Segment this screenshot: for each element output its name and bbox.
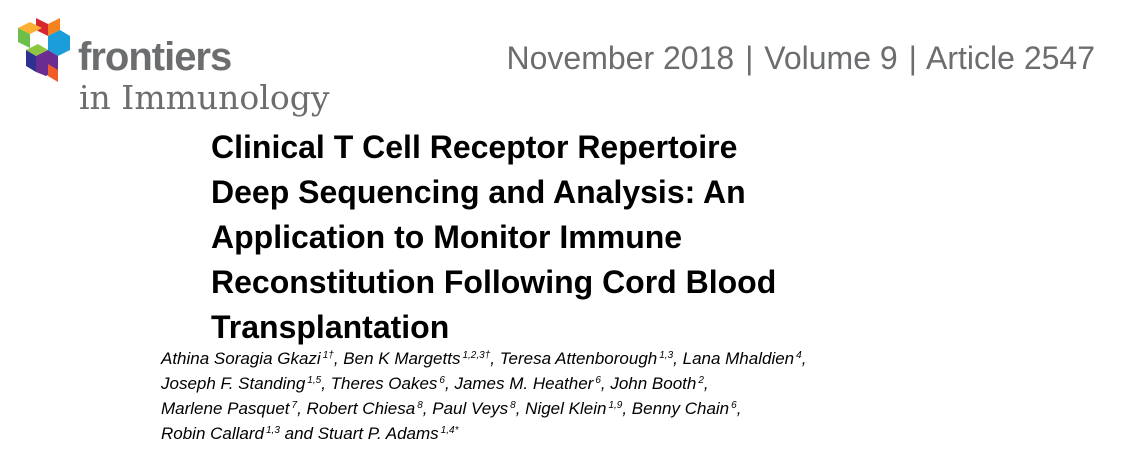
author-affiliation: 1,4*: [440, 425, 459, 436]
author-separator: ,: [622, 399, 632, 418]
author[interactable]: Robert Chiesa 8: [307, 399, 423, 418]
author[interactable]: Joseph F. Standing 1,5: [161, 374, 321, 393]
author-separator: ,: [490, 349, 500, 368]
author-line: Robin Callard 1,3 and Stuart P. Adams 1,4*: [161, 421, 1061, 446]
author-affiliation: 8: [417, 400, 423, 411]
author-separator: ,: [600, 374, 611, 393]
author-name: Teresa Attenborough: [499, 349, 658, 368]
author-name: Benny Chain: [631, 399, 730, 418]
author-name: Nigel Klein: [525, 399, 607, 418]
title-line: Clinical T Cell Receptor Repertoire: [211, 129, 738, 165]
author-affiliation: 1,3: [659, 350, 674, 361]
author-affiliation: 6: [439, 375, 445, 386]
title-line: Application to Monitor Immune: [211, 219, 683, 255]
issue-info: November 2018 | Volume 9 | Article 2547: [506, 38, 1095, 78]
author-name: Lana Mhaldien: [682, 349, 795, 368]
author-name: Athina Soragia Gkazi: [161, 349, 321, 368]
issue-article: Article 2547: [926, 40, 1095, 76]
author-separator: ,: [673, 349, 683, 368]
author[interactable]: Lana Mhaldien 4: [683, 349, 802, 368]
author[interactable]: James M. Heather 6: [454, 374, 600, 393]
author-affiliation: 8: [510, 400, 516, 411]
journal-brand: frontiers: [78, 35, 232, 79]
author-affiliation: 4: [796, 350, 802, 361]
author[interactable]: Athina Soragia Gkazi 1†: [161, 349, 334, 368]
author-list: Athina Soragia Gkazi 1†, Ben K Margetts 1,…: [161, 346, 1061, 446]
author-line: Athina Soragia Gkazi 1†, Ben K Margetts 1,…: [161, 346, 1061, 371]
author[interactable]: Teresa Attenborough 1,3: [500, 349, 673, 368]
author[interactable]: Robin Callard 1,3: [161, 424, 280, 443]
author-affiliation: 6: [595, 375, 601, 386]
author[interactable]: Benny Chain 6: [632, 399, 737, 418]
author-name: Marlene Pasquet: [161, 399, 290, 418]
author-affiliation: 7: [291, 400, 298, 411]
author-separator: ,: [801, 349, 807, 368]
issue-separator: |: [745, 40, 754, 76]
author[interactable]: Ben K Margetts 1,2,3†: [343, 349, 490, 368]
author-name: Robert Chiesa: [306, 399, 416, 418]
author-affiliation: 1†: [322, 350, 334, 361]
issue-separator: |: [908, 40, 917, 76]
author-separator: and: [279, 424, 318, 443]
author-name: Theres Oakes: [330, 374, 438, 393]
author-name: James M. Heather: [454, 374, 594, 393]
author-separator: ,: [297, 399, 307, 418]
author[interactable]: Theres Oakes 6: [331, 374, 445, 393]
author-separator: ,: [736, 399, 742, 418]
author-name: Stuart P. Adams: [317, 424, 439, 443]
article-title: Clinical T Cell Receptor Repertoire Deep…: [211, 125, 971, 350]
author-affiliation: 6: [731, 400, 737, 411]
title-line: Reconstitution Following Cord Blood: [211, 264, 777, 300]
author-name: Robin Callard: [161, 424, 264, 443]
author-affiliation: 1,3: [266, 425, 280, 436]
author-name: Paul Veys: [432, 399, 509, 418]
title-line: Transplantation: [211, 309, 450, 345]
author-affiliation: 1,9: [608, 400, 623, 411]
author-affiliation: 1,2,3†: [462, 350, 491, 361]
author-separator: ,: [333, 349, 344, 368]
author[interactable]: John Booth 2: [610, 374, 704, 393]
issue-volume: Volume 9: [764, 40, 898, 76]
author-affiliation: 1,5: [307, 375, 322, 386]
issue-date: November 2018: [506, 40, 735, 76]
author-name: John Booth: [610, 374, 697, 393]
author-separator: ,: [444, 374, 455, 393]
author-name: Joseph F. Standing: [161, 374, 306, 393]
frontiers-logo-icon: [18, 18, 70, 82]
journal-name: in Immunology: [79, 78, 330, 117]
author-name: Ben K Margetts: [343, 349, 461, 368]
author-separator: ,: [422, 399, 433, 418]
author[interactable]: Nigel Klein 1,9: [525, 399, 622, 418]
author[interactable]: Stuart P. Adams 1,4*: [318, 424, 459, 443]
author-affiliation: 2: [698, 375, 704, 386]
author[interactable]: Paul Veys 8: [432, 399, 515, 418]
author-separator: ,: [515, 399, 526, 418]
author-separator: ,: [703, 374, 709, 393]
author-line: Joseph F. Standing 1,5, Theres Oakes 6, Ja…: [161, 371, 1061, 396]
author-line: Marlene Pasquet 7, Robert Chiesa 8, Paul V…: [161, 396, 1061, 421]
author-separator: ,: [321, 374, 331, 393]
title-line: Deep Sequencing and Analysis: An: [211, 174, 746, 210]
author[interactable]: Marlene Pasquet 7: [161, 399, 297, 418]
